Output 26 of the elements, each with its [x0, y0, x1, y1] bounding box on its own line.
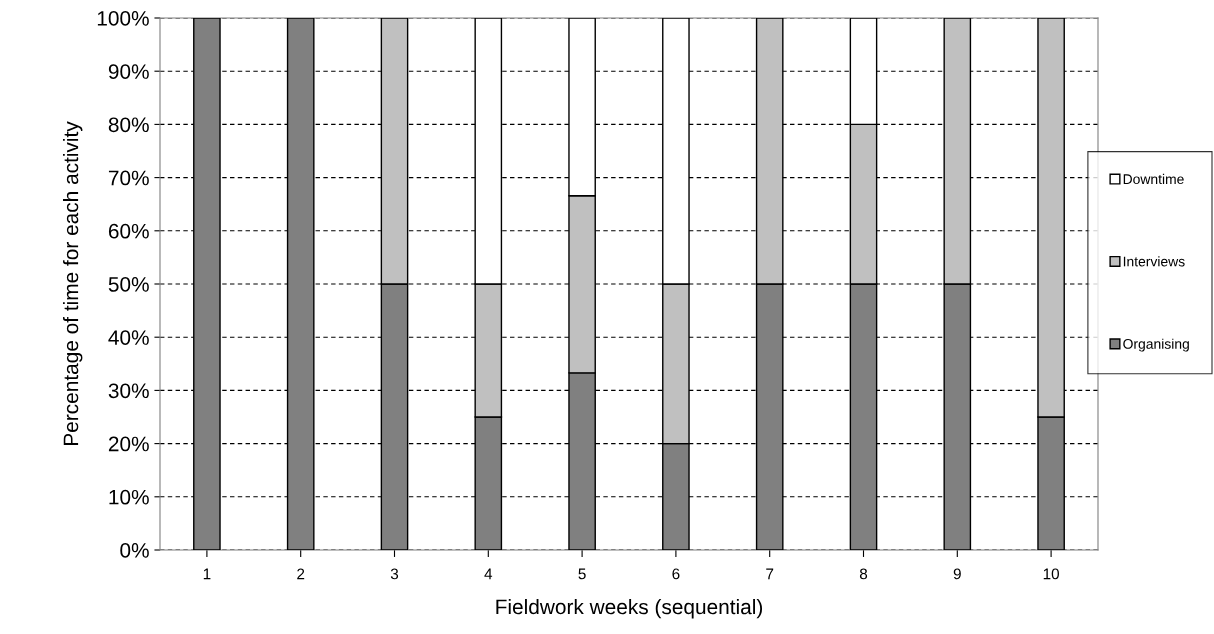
y-tick-label: 50% [108, 277, 149, 292]
x-tick-label: 5 [578, 568, 586, 580]
x-tick-label: 1 [203, 568, 211, 580]
x-tick-label: 9 [953, 568, 961, 580]
y-tick-label: 30% [108, 383, 149, 399]
x-tick-label: 3 [390, 568, 399, 580]
x-tick-label: 10 [1043, 568, 1059, 580]
y-tick-label: 80% [108, 117, 149, 133]
x-tick-label: 4 [484, 568, 493, 580]
x-tick-label: 6 [672, 568, 680, 580]
y-tick-label: 60% [108, 223, 149, 239]
x-tick-label: 2 [297, 568, 305, 580]
y-tick-label: 90% [108, 64, 149, 79]
y-tick-label: 70% [108, 170, 149, 186]
legend-label: Organising [1123, 338, 1189, 352]
x-tick-label: 7 [766, 568, 774, 580]
legend-label: Interviews [1123, 256, 1185, 267]
x-axis-title: Fieldwork weeks (sequential) [496, 598, 763, 619]
legend-label: Downtime [1123, 173, 1184, 185]
y-tick-label: 40% [108, 330, 149, 345]
y-tick-label: 10% [109, 489, 149, 505]
y-axis-title: Percentage of time for each activity [62, 121, 83, 445]
x-tick-label: 8 [859, 568, 868, 580]
y-tick-label: 20% [108, 436, 149, 452]
y-tick-label: 100% [97, 11, 149, 26]
y-tick-label: 0% [120, 543, 149, 558]
